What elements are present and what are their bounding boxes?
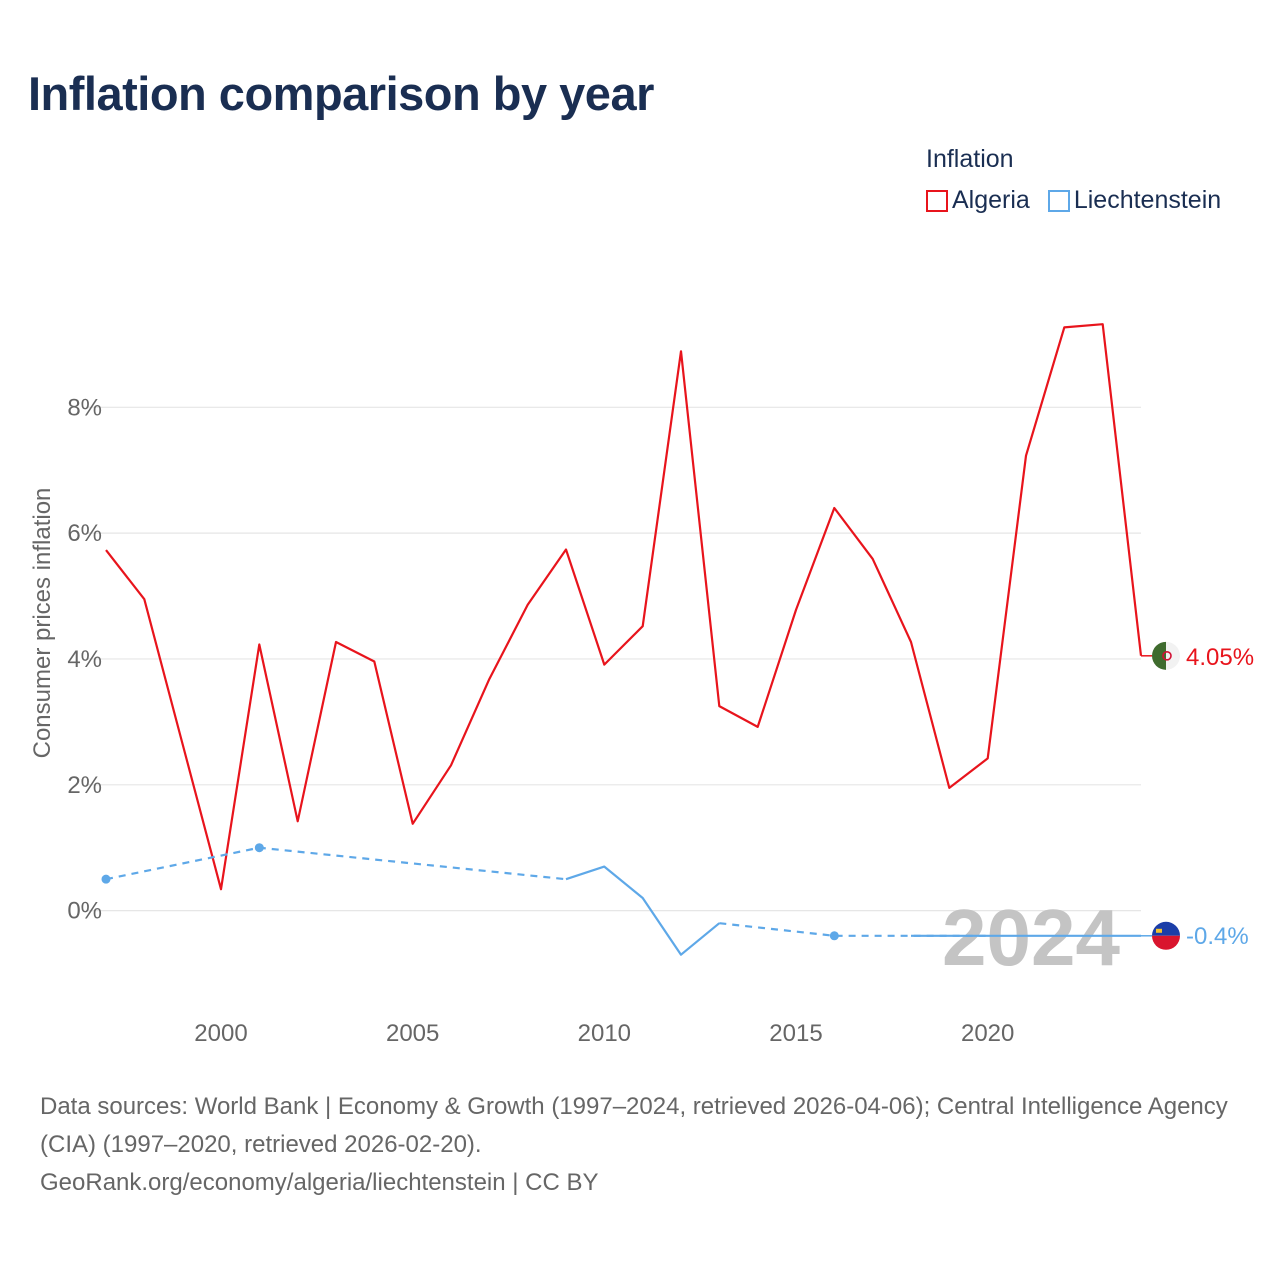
legend-label-algeria: Algeria: [952, 186, 1030, 214]
x-tick-label: 2020: [961, 1020, 1014, 1047]
y-axis-label: Consumer prices inflation: [29, 488, 56, 759]
series-lines: [101, 323, 1143, 956]
end-label-liechtenstein: -0.4%: [1186, 923, 1249, 950]
data-sources: Data sources: World Bank | Economy & Gro…: [40, 1093, 1228, 1158]
end-label-algeria: 4.05%: [1186, 644, 1254, 671]
data-point-liechtenstein: [101, 874, 111, 884]
series-line-algeria: [105, 323, 1143, 891]
x-tick-label: 2015: [769, 1020, 822, 1047]
y-tick-label: 8%: [67, 394, 102, 421]
y-axis-ticks: 0% 2% 4% 6% 8%: [67, 394, 102, 924]
data-point-liechtenstein: [829, 931, 839, 941]
series-line-liechtenstein-solid: [565, 865, 720, 956]
legend-label-liechtenstein: Liechtenstein: [1073, 186, 1222, 214]
data-point-liechtenstein: [254, 843, 264, 853]
legend: Algeria Liechtenstein: [926, 186, 1239, 215]
series-line-liechtenstein-dashed: [105, 846, 567, 881]
grid-lines: [86, 406, 1141, 912]
legend-title: Inflation: [926, 145, 1014, 173]
x-tick-label: 2000: [194, 1020, 247, 1047]
legend-swatch-liechtenstein: [1047, 189, 1070, 212]
x-axis-ticks: 2000 2005 2010 2015 2020: [194, 1020, 1014, 1047]
end-markers: 4.05% -0.4%: [1141, 641, 1254, 950]
year-watermark: 2024: [942, 893, 1120, 982]
flag-algeria-icon: [1152, 641, 1180, 670]
footer: Data sources: World Bank | Economy & Gro…: [40, 1088, 1240, 1202]
chart-title: Inflation comparison by year: [28, 67, 654, 120]
x-tick-label: 2005: [386, 1020, 439, 1047]
line-chart: 0% 2% 4% 6% 8% 2000 2005 2010 2015 2020 Consumer…: [29, 323, 1254, 1047]
legend-item-liechtenstein[interactable]: Liechtenstein: [1047, 186, 1222, 215]
y-tick-label: 2%: [67, 772, 102, 799]
y-tick-label: 6%: [67, 520, 102, 547]
credit-link[interactable]: GeoRank.org/economy/algeria/liechtenstei…: [40, 1169, 599, 1196]
y-tick-label: 4%: [67, 646, 102, 673]
flag-liechtenstein-icon: [1152, 921, 1181, 950]
x-tick-label: 2010: [578, 1020, 631, 1047]
legend-item-algeria[interactable]: Algeria: [926, 186, 1030, 215]
legend-swatch-algeria: [926, 189, 948, 212]
y-tick-label: 0%: [67, 898, 102, 925]
